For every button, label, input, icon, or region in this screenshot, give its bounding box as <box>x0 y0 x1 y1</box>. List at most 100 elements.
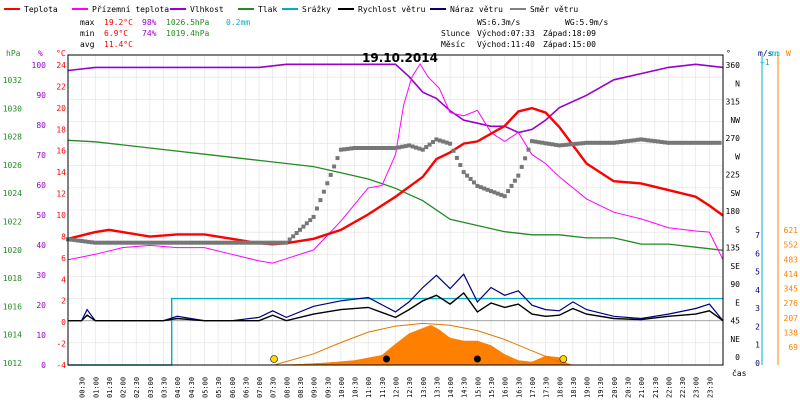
wind-dir-point <box>192 240 197 245</box>
wind-dir-point <box>509 183 514 188</box>
wind-dir-point <box>359 146 364 150</box>
pct-tick-label: 50 <box>36 211 46 220</box>
wind-dir-point <box>625 139 630 144</box>
ms-tick-label: 7 <box>755 231 760 240</box>
hpa-tick-label: 1014 <box>3 331 22 340</box>
wind-dir-point <box>703 140 708 145</box>
info-sunrise: Východ:07:33 <box>477 29 535 38</box>
wind-dir-point <box>468 177 473 181</box>
wind-dir-point <box>216 240 221 245</box>
stat-min-temp: 6.9°C <box>104 29 128 38</box>
x-tick-label: 22:00 <box>665 377 673 398</box>
wind-dir-point <box>250 240 255 245</box>
wind-dir-point <box>707 140 712 145</box>
ms-tick-label: 0 <box>755 359 760 368</box>
wind-dir-point <box>100 240 105 245</box>
x-tick-label: 16:00 <box>502 377 510 398</box>
wind-dir-point <box>222 240 227 245</box>
wind-dir-point <box>373 146 377 150</box>
dir-tick-label: 0 <box>735 353 740 362</box>
wind-dir-point <box>127 240 132 245</box>
wind-dir-point <box>615 140 620 145</box>
w-tick-label: 552 <box>784 241 799 250</box>
wind-dir-point <box>693 140 698 145</box>
wind-dir-point <box>499 192 504 197</box>
wind-dir-point <box>175 240 180 245</box>
dir-tick-label: 315 <box>726 98 741 107</box>
wind-dir-point <box>454 155 459 160</box>
wind-dir-point <box>298 227 302 232</box>
legend-label-srazky: Srážky <box>302 5 331 14</box>
chart-title: 19.10.2014 <box>362 51 438 65</box>
hpa-tick-label: 1016 <box>3 302 22 311</box>
pct-tick-label: 40 <box>36 241 46 250</box>
wind-dir-point <box>188 240 193 245</box>
x-tick-label: 23:30 <box>706 377 714 398</box>
wind-dir-point <box>321 189 326 194</box>
wind-dir-point <box>277 240 282 245</box>
wind-dir-point <box>492 190 497 195</box>
wind-dir-point <box>158 240 163 245</box>
x-tick-label: 15:00 <box>474 377 482 398</box>
wind-dir-point <box>246 240 251 245</box>
temp-tick-label: 16 <box>56 147 66 156</box>
wind-dir-point <box>151 240 156 245</box>
wind-dir-point <box>103 240 108 245</box>
wind-dir-point <box>536 140 541 145</box>
wind-dir-point <box>182 240 186 245</box>
wind-dir-point <box>328 172 333 177</box>
hpa-tick-label: 1032 <box>3 76 22 85</box>
wind-dir-point <box>669 140 674 145</box>
dir-tick-label: 360 <box>726 61 741 70</box>
x-tick-label: 01:30 <box>106 377 114 398</box>
temp-tick-label: 24 <box>56 61 66 70</box>
x-tick-label: 03:00 <box>147 377 155 398</box>
x-tick-label: 00:30 <box>79 377 87 398</box>
wind-dir-point <box>120 240 125 245</box>
wind-dir-point <box>683 140 688 145</box>
wind-dir-point <box>407 143 412 148</box>
wind-dir-point <box>591 140 596 145</box>
axis-ticks: 1032103010281026102410221020101810161014… <box>3 61 798 398</box>
x-tick-label: 17:00 <box>529 377 537 398</box>
dir-tick-label: N <box>735 79 740 88</box>
wind-dir-point <box>485 187 490 192</box>
x-tick-label: 12:30 <box>406 377 414 398</box>
w-tick-label: 276 <box>784 299 799 308</box>
wind-dir-point <box>560 143 565 148</box>
wind-dir-point <box>76 238 81 243</box>
x-tick-label: 14:30 <box>461 377 469 398</box>
wind-dir-point <box>403 144 408 149</box>
wind-dir-point <box>526 147 531 152</box>
info-moonset: Západ:15:00 <box>543 40 596 49</box>
wind-dir-point <box>632 138 637 143</box>
ground-temp-line <box>67 62 724 264</box>
wind-dir-point <box>472 180 476 185</box>
wind-dir-point <box>325 181 330 186</box>
wind-dir-point <box>714 140 719 145</box>
wind-dir-point <box>557 143 562 148</box>
wind-dir-point <box>106 240 111 245</box>
x-tick-label: 15:30 <box>488 377 496 398</box>
x-tick-label: 06:30 <box>242 377 250 398</box>
wind-dir-point <box>570 142 575 147</box>
x-tick-label: 08:00 <box>283 377 291 398</box>
x-tick-label: 14:00 <box>447 377 455 398</box>
wind-dir-point <box>168 240 173 245</box>
pct-tick-label: 90 <box>36 91 46 100</box>
x-tick-label: 01:00 <box>92 377 100 398</box>
wind-dir-point <box>178 240 183 245</box>
wind-dir-point <box>444 140 449 145</box>
wind-dir-point <box>628 138 633 143</box>
wind-dir-point <box>161 240 166 245</box>
wind-dir-point <box>461 170 466 175</box>
wind-dir-point <box>284 240 289 245</box>
x-tick-label: 17:30 <box>543 377 551 398</box>
stat-max-label: max <box>80 18 95 27</box>
wind-dir-point <box>601 140 606 145</box>
dir-tick-label: 270 <box>726 134 741 143</box>
wind-dir-point <box>649 138 654 143</box>
info-moon-label: Měsíc <box>441 40 465 49</box>
solar-max-curve <box>273 322 564 366</box>
x-tick-label: 09:30 <box>324 377 332 398</box>
